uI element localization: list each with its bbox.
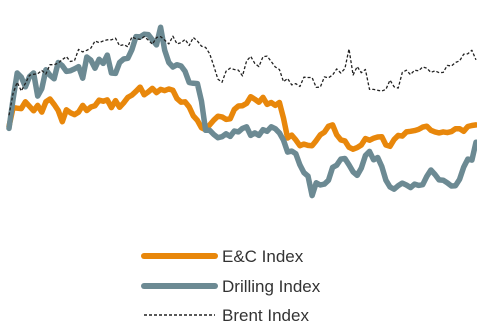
legend-label-1: Drilling Index bbox=[222, 277, 321, 296]
legend: E&C Index Drilling Index Brent Index bbox=[141, 247, 321, 323]
series-line-1 bbox=[6, 24, 477, 199]
series-layer bbox=[6, 24, 477, 199]
legend-label-2: Brent Index bbox=[222, 306, 309, 323]
series-line-2 bbox=[8, 35, 477, 116]
legend-label-0: E&C Index bbox=[222, 247, 304, 266]
series-line-0 bbox=[6, 84, 477, 152]
